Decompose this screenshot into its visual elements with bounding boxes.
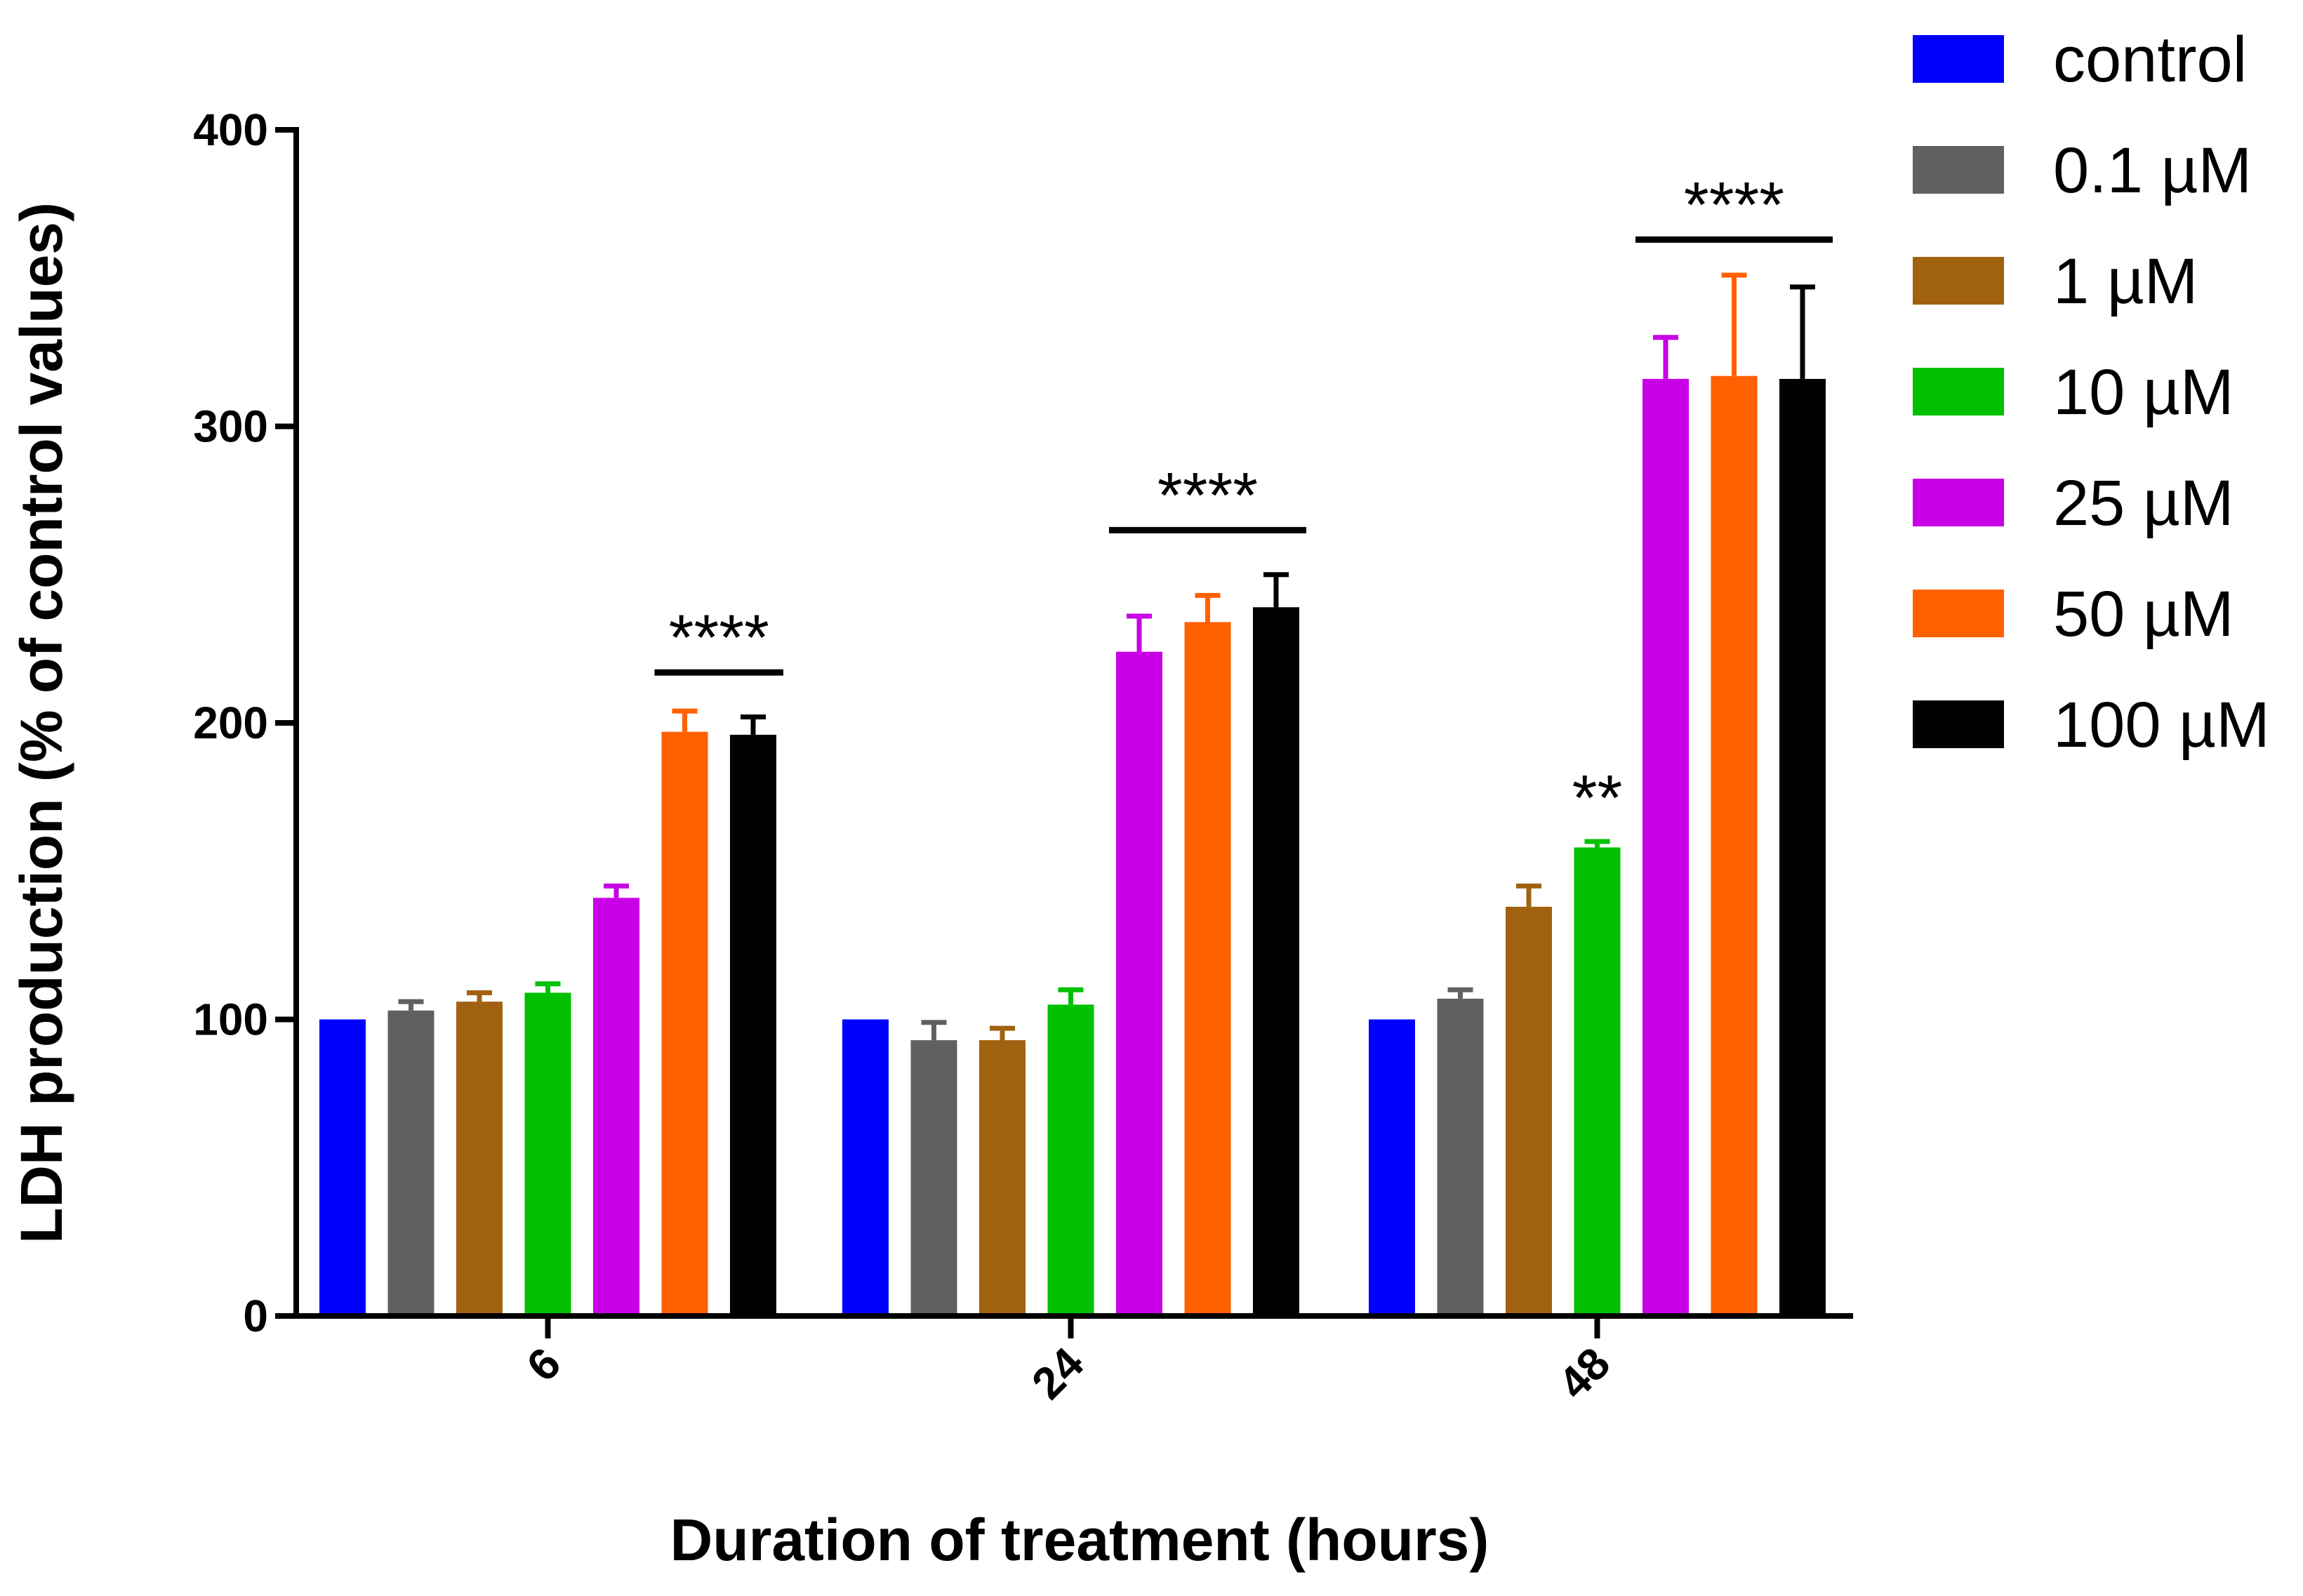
bar [1779, 378, 1826, 1316]
y-tick-label: 400 [193, 105, 268, 155]
x-axis-title: Duration of treatment (hours) [670, 1507, 1489, 1573]
bar [730, 734, 776, 1316]
bar [661, 731, 708, 1316]
legend-label: 10 µM [2053, 357, 2234, 428]
legend-swatch [1913, 700, 2004, 748]
bar [1506, 906, 1552, 1316]
error-bars-layer [398, 272, 1815, 1041]
x-tick-label: 24 [1022, 1338, 1094, 1409]
legend-label: 50 µM [2053, 578, 2234, 650]
legend-swatch [1913, 35, 2004, 83]
bar [456, 1002, 503, 1316]
significance-stars: ** [1572, 762, 1623, 834]
legend: control 0.1 µM 1 µM 10 µM 25 µM 50 µM 100 µM [1913, 24, 2270, 761]
x-tick-label: 48 [1548, 1338, 1619, 1409]
significance-stars: **** [1157, 460, 1258, 531]
bar [1116, 651, 1162, 1316]
x-ticks: 6 24 48 [517, 1316, 1619, 1409]
bar [524, 992, 571, 1316]
bar [387, 1010, 434, 1316]
legend-label: 100 µM [2053, 689, 2270, 761]
bar [979, 1040, 1026, 1316]
legend-label: 1 µM [2053, 246, 2198, 317]
legend-label: 25 µM [2053, 467, 2234, 539]
legend-swatch [1913, 590, 2004, 637]
bar [1369, 1019, 1415, 1316]
x-tick-label: 6 [517, 1338, 570, 1391]
bars-layer [319, 375, 1826, 1316]
y-tick-label: 200 [193, 698, 268, 748]
legend-swatch [1913, 368, 2004, 415]
y-tick-label: 100 [193, 995, 268, 1045]
bar [1711, 375, 1758, 1316]
legend-swatch [1913, 146, 2004, 194]
bar [319, 1019, 366, 1316]
significance-stars: **** [669, 602, 769, 674]
legend-swatch [1913, 257, 2004, 305]
bar [842, 1019, 889, 1316]
legend-label: 0.1 µM [2053, 135, 2252, 206]
y-axis-title: LDH production (% of control values) [8, 202, 74, 1244]
bar [1437, 998, 1484, 1316]
legend-swatch [1913, 479, 2004, 526]
y-tick-label: 0 [243, 1291, 268, 1341]
bar [910, 1040, 957, 1316]
significance-stars: **** [1684, 169, 1784, 241]
bar [1047, 1004, 1094, 1316]
significance-annotations: ************** [654, 169, 1833, 834]
y-ticks: 0 100 200 300 400 [193, 105, 296, 1341]
legend-label: control [2053, 24, 2247, 95]
y-tick-label: 300 [193, 401, 268, 452]
bar [1184, 622, 1231, 1316]
bar [593, 898, 639, 1316]
bar [1574, 847, 1621, 1316]
bar [1642, 378, 1689, 1316]
bar [1253, 607, 1299, 1316]
